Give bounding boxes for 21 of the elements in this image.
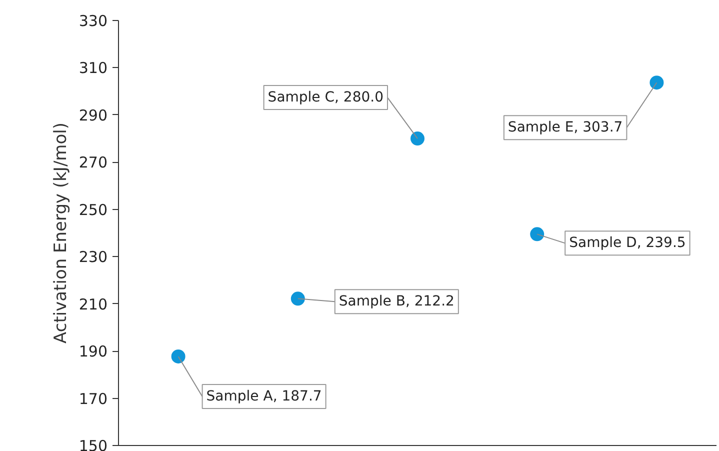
y-tick-label: 310 xyxy=(78,59,108,78)
point xyxy=(410,132,424,146)
point xyxy=(530,227,544,242)
data-label: Sample C, 280.0 xyxy=(268,90,384,106)
y-tick-label: 170 xyxy=(78,390,108,408)
data-label: Sample D, 239.5 xyxy=(569,235,686,252)
point xyxy=(290,292,305,306)
y-tick-label: 330 xyxy=(78,12,108,30)
y-tick-label: 190 xyxy=(78,342,108,361)
point xyxy=(650,76,664,90)
y-tick-label: 290 xyxy=(78,106,108,124)
y-tick-label: 150 xyxy=(78,437,108,451)
y-tick-label: 210 xyxy=(78,295,108,314)
y-tick-label: 230 xyxy=(78,248,108,266)
point xyxy=(171,350,186,364)
y-tick-label: 250 xyxy=(78,200,108,219)
data-label: Sample E, 303.7 xyxy=(508,120,623,136)
y-axis-title: Activation Energy (kJ/mol) xyxy=(50,122,71,344)
data-label: Sample A, 187.7 xyxy=(206,388,322,404)
data-label: Sample B, 212.2 xyxy=(338,294,454,310)
y-tick-label: 270 xyxy=(78,154,108,172)
